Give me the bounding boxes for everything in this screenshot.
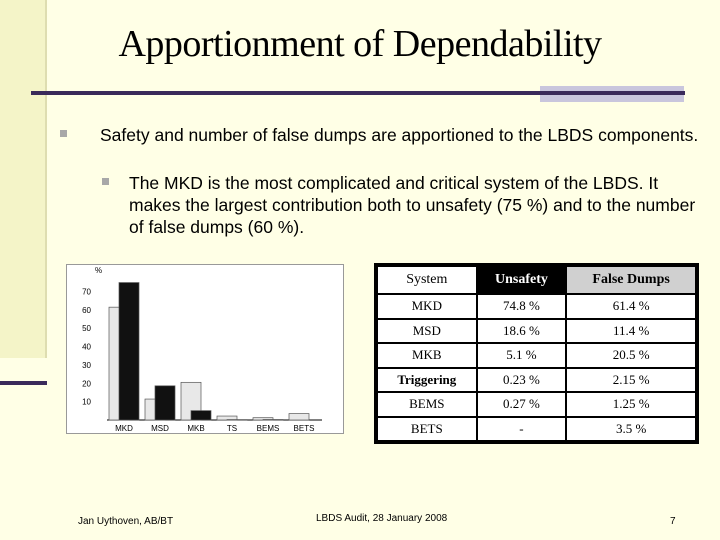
cell-false-dumps: 11.4 %	[565, 317, 697, 344]
cell-system: BETS	[376, 415, 478, 442]
cell-false-dumps: 20.5 %	[565, 342, 697, 369]
table-row: BETS - 3.5 %	[376, 415, 697, 442]
x-tick-label: MKB	[187, 424, 204, 433]
y-tick-label: 50	[82, 324, 91, 333]
dependability-table: System Unsafety False Dumps MKD 74.8 % 6…	[376, 265, 697, 442]
y-tick-label: 10	[82, 398, 91, 407]
cell-false-dumps: 1.25 %	[565, 391, 697, 418]
bullet-level2-text: The MKD is the most complicated and crit…	[129, 173, 696, 237]
footer-event: LBDS Audit, 28 January 2008	[316, 513, 448, 524]
bar-false-dumps	[288, 413, 310, 421]
cell-unsafety: 0.23 %	[475, 366, 568, 393]
y-tick-label: 20	[82, 379, 91, 388]
dependability-table-frame: System Unsafety False Dumps MKD 74.8 % 6…	[374, 263, 699, 444]
bar-chart-svg: % 10 20 30 40 50 60 70 MKD MSD MKB TS BEMS BETS	[82, 266, 322, 433]
x-tick-label: TS	[227, 424, 237, 433]
y-tick-label: 30	[82, 361, 91, 370]
header-unsafety: Unsafety	[475, 265, 568, 295]
footer-author: Jan Uythoven, AB/BT	[78, 516, 174, 527]
cell-unsafety: 0.27 %	[475, 391, 568, 418]
table-row: MSD 18.6 % 11.4 %	[376, 317, 697, 344]
cell-false-dumps: 3.5 %	[565, 415, 697, 442]
cell-false-dumps: 61.4 %	[565, 293, 697, 320]
title-rule	[31, 91, 685, 95]
cell-system: MSD	[376, 317, 478, 344]
bullet-level1-text: Safety and number of false dumps are app…	[100, 125, 699, 145]
x-tick-label: MSD	[151, 424, 169, 433]
bullet-square-icon	[60, 130, 67, 137]
y-tick-label: 40	[82, 343, 91, 352]
cell-system: Triggering	[376, 366, 478, 393]
y-axis-label: %	[95, 266, 102, 275]
cell-unsafety: 74.8 %	[475, 293, 568, 320]
x-tick-label: BETS	[294, 424, 315, 433]
footer-page-number: 7	[670, 516, 676, 527]
table-header-row: System Unsafety False Dumps	[376, 265, 697, 295]
bar-chart: % 10 20 30 40 50 60 70 MKD MSD MKB TS BEMS BETS	[66, 264, 344, 434]
y-tick-label: 60	[82, 306, 91, 315]
bullet-square-icon	[102, 178, 109, 185]
header-system: System	[376, 265, 478, 295]
cell-false-dumps: 2.15 %	[565, 366, 697, 393]
x-tick-label: BEMS	[257, 424, 280, 433]
table-row: MKD 74.8 % 61.4 %	[376, 293, 697, 320]
table-row: BEMS 0.27 % 1.25 %	[376, 391, 697, 418]
cell-system: BEMS	[376, 391, 478, 418]
y-tick-label: 70	[82, 287, 91, 296]
left-decor-line	[0, 381, 47, 385]
cell-unsafety: 5.1 %	[475, 342, 568, 369]
table-row: Triggering 0.23 % 2.15 %	[376, 366, 697, 393]
cell-system: MKB	[376, 342, 478, 369]
table-row: MKB 5.1 % 20.5 %	[376, 342, 697, 369]
cell-system: MKD	[376, 293, 478, 320]
cell-unsafety: -	[475, 415, 568, 442]
bar-unsafety	[154, 385, 176, 421]
slide-title: Apportionment of Dependability	[118, 23, 602, 65]
bar-unsafety	[118, 282, 140, 421]
left-decor-band	[0, 0, 47, 358]
bar-unsafety	[190, 410, 212, 421]
x-tick-label: MKD	[115, 424, 133, 433]
cell-unsafety: 18.6 %	[475, 317, 568, 344]
header-false-dumps: False Dumps	[565, 265, 697, 295]
